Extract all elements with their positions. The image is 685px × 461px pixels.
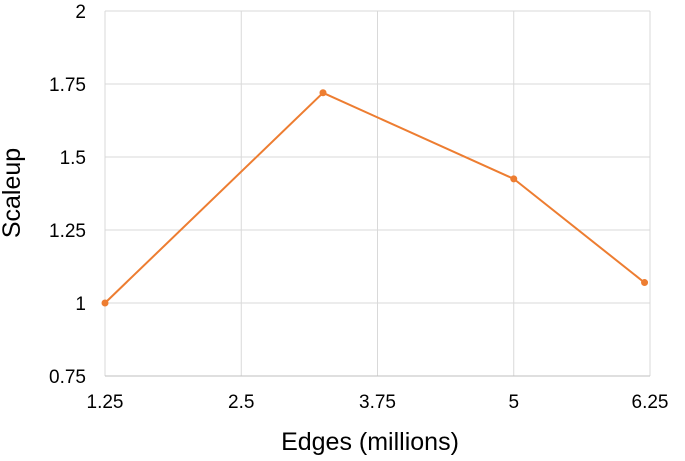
data-point <box>510 175 518 183</box>
x-axis-title: Edges (millions) <box>281 428 459 456</box>
series-group <box>101 89 649 307</box>
x-tick-label: 5 <box>508 392 519 413</box>
x-tick-label: 2.5 <box>228 392 254 413</box>
y-tick-labels: 0.75 1 1.25 1.5 1.75 2 <box>49 2 86 388</box>
y-tick-label: 1 <box>75 294 86 315</box>
y-tick-label: 0.75 <box>49 367 86 388</box>
data-point <box>101 299 109 307</box>
x-tick-label: 3.75 <box>359 392 396 413</box>
series-line <box>104 91 646 304</box>
y-tick-label: 1.5 <box>60 148 86 169</box>
x-tick-label: 6.25 <box>632 392 669 413</box>
grid <box>104 10 651 377</box>
y-tick-label: 1.25 <box>49 221 86 242</box>
data-point <box>319 89 327 97</box>
y-tick-label: 1.75 <box>49 75 86 96</box>
y-axis-title: Scaleup <box>0 148 26 238</box>
x-tick-label: 1.25 <box>87 392 124 413</box>
y-tick-label: 2 <box>75 2 86 23</box>
data-point <box>641 279 649 287</box>
x-tick-labels: 1.25 2.5 3.75 5 6.25 <box>87 392 669 413</box>
